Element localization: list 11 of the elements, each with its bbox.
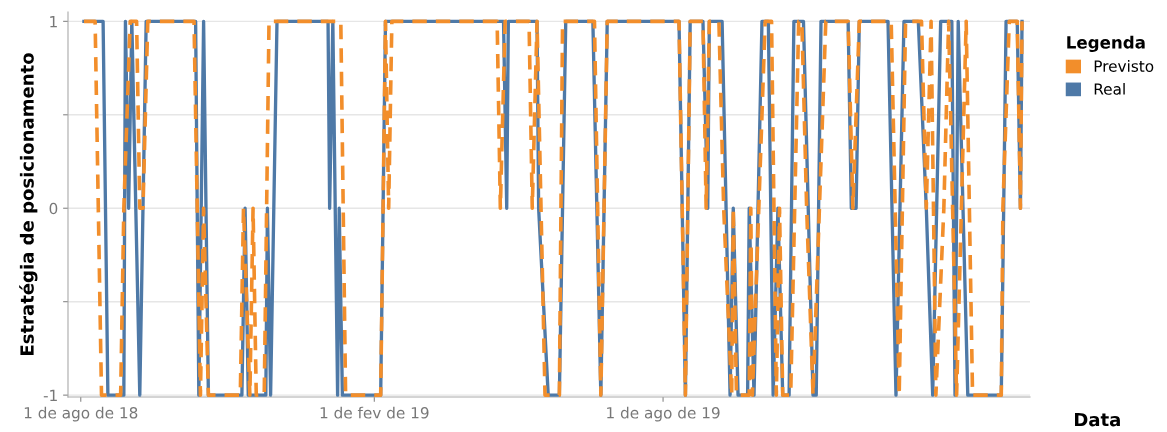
x-axis-title: Data — [1075, 412, 1120, 427]
legend-label: Real — [1094, 83, 1125, 95]
legend-title: Legenda — [1067, 35, 1145, 53]
x-tick-label: 1 de ago de 19 — [607, 406, 720, 422]
y-tick-label: 0 — [49, 202, 58, 215]
legend-label: Previsto — [1094, 60, 1154, 72]
y-axis-title: Estratégia de posicionamento — [19, 53, 38, 355]
x-tick-label: 1 de ago de 18 — [24, 406, 138, 422]
x-tick-label: 1 de fev de 19 — [320, 406, 429, 419]
y-tick-label: 1 — [50, 16, 57, 28]
y-tick-label: -1 — [43, 389, 57, 401]
